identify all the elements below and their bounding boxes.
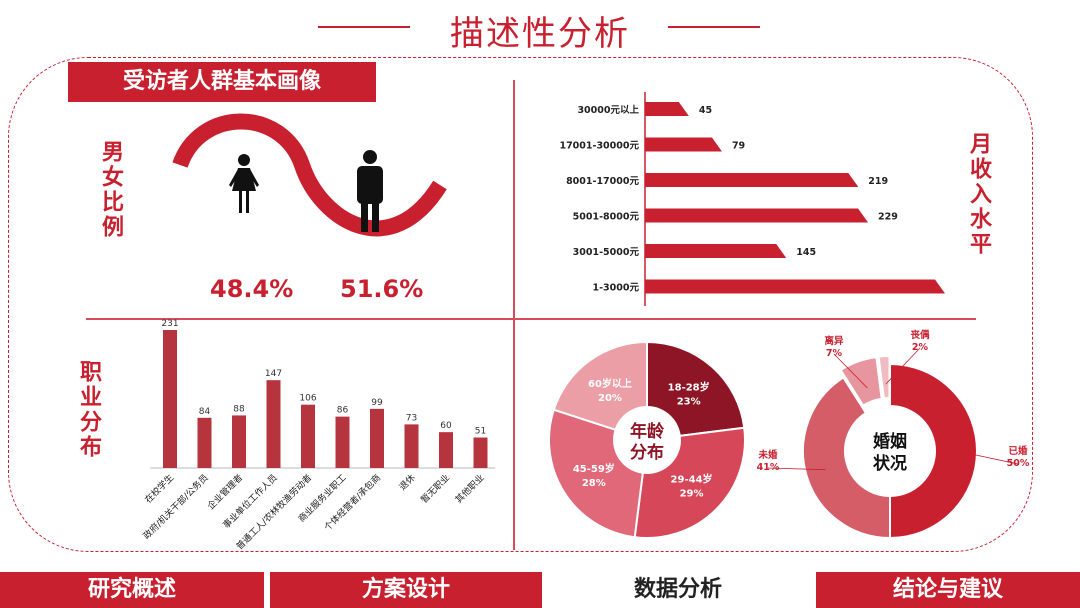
male-percent: 51.6% bbox=[340, 275, 424, 303]
age-slice-percent: 29% bbox=[680, 489, 704, 500]
female-percent: 48.4% bbox=[210, 275, 294, 303]
income-value-label: 229 bbox=[878, 212, 898, 223]
occupation-bar bbox=[370, 408, 384, 468]
occupation-chart: 231在校学生84政府/机关干部/公务员88企业管理者147事业单位工作人员10… bbox=[141, 319, 495, 552]
gender-graphic bbox=[172, 113, 447, 237]
occupation-value-label: 86 bbox=[337, 406, 349, 416]
income-bar bbox=[645, 244, 787, 258]
income-bar bbox=[645, 208, 869, 223]
income-category-label: 30000元以上 bbox=[577, 104, 639, 116]
occupation-value-label: 99 bbox=[371, 398, 383, 408]
male-icon bbox=[357, 150, 383, 232]
marital-slice-label: 未婚 bbox=[757, 449, 778, 461]
occupation-category-label: 个体经营者/承包商 bbox=[322, 472, 384, 534]
age-center-title-line-2: 分布 bbox=[630, 442, 664, 463]
occupation-bar bbox=[473, 437, 488, 468]
income-bar bbox=[645, 279, 945, 294]
income-bar bbox=[645, 137, 722, 152]
income-category-label: 3001-5000元 bbox=[573, 247, 640, 258]
occupation-bar bbox=[163, 330, 177, 468]
marital-slice-label: 离异 bbox=[824, 335, 844, 347]
occupation-bar bbox=[301, 404, 315, 468]
occupation-value-label: 147 bbox=[265, 369, 282, 379]
vertical-divider bbox=[513, 80, 515, 550]
marital-slice-percent: 2% bbox=[912, 342, 929, 353]
nav-research-overview[interactable]: 研究概述 bbox=[0, 572, 264, 608]
marital-center-title-line-1: 婚姻 bbox=[873, 431, 907, 452]
occupation-value-label: 84 bbox=[199, 407, 211, 417]
gender-label: 男女比例 bbox=[98, 140, 123, 240]
occupation-value-label: 51 bbox=[475, 427, 486, 437]
section-banner: 受访者人群基本画像 bbox=[68, 62, 376, 102]
income-value-label: 45 bbox=[699, 105, 712, 116]
age-slice-label: 29-44岁 bbox=[671, 473, 713, 486]
marital-slice bbox=[802, 376, 891, 540]
marital-slice-label: 已婚 bbox=[1008, 445, 1028, 457]
marital-leader-line bbox=[885, 347, 921, 385]
nav-data-analysis[interactable]: 数据分析 bbox=[542, 572, 814, 608]
marital-leader-line bbox=[767, 467, 826, 471]
horizontal-divider bbox=[86, 318, 976, 320]
occupation-bar bbox=[266, 380, 281, 468]
income-value-label: 145 bbox=[796, 247, 816, 258]
age-center-title-line-1: 年龄 bbox=[630, 421, 665, 442]
income-category-label: 17001-30000元 bbox=[559, 141, 639, 152]
occupation-value-label: 88 bbox=[233, 404, 245, 414]
marital-slice bbox=[877, 355, 891, 400]
occupation-category-label: 政府/机关干部/公务员 bbox=[141, 472, 211, 542]
marital-slice bbox=[889, 362, 978, 540]
income-value-label: 219 bbox=[868, 176, 888, 187]
title-line-left bbox=[318, 26, 410, 28]
occupation-category-label: 退休 bbox=[396, 472, 417, 493]
occupation-bar bbox=[232, 415, 246, 468]
occupation-label: 职业分布 bbox=[76, 360, 101, 460]
occupation-bar bbox=[335, 416, 350, 468]
age-slice-label: 18-28岁 bbox=[668, 381, 710, 394]
income-bar bbox=[645, 173, 859, 187]
nav-conclusion[interactable]: 结论与建议 bbox=[816, 572, 1080, 608]
occupation-category-label: 暂无职业 bbox=[418, 472, 452, 506]
occupation-bar bbox=[439, 432, 453, 468]
age-slice-percent: 23% bbox=[677, 397, 701, 408]
marital-leader-line bbox=[956, 450, 1019, 465]
occupation-value-label: 73 bbox=[406, 413, 417, 423]
age-slice-percent: 28% bbox=[582, 478, 606, 489]
income-category-label: 8001-17000元 bbox=[566, 176, 639, 187]
wave-curve bbox=[172, 113, 447, 237]
income-bar bbox=[645, 102, 689, 116]
income-value-label: 79 bbox=[732, 141, 745, 152]
occupation-value-label: 60 bbox=[440, 421, 452, 431]
content-frame bbox=[8, 57, 1033, 552]
income-chart: 30000元以上 45 17001-30000元 79 8001-17000元 219 50… bbox=[559, 92, 945, 306]
title-line-right bbox=[668, 26, 760, 28]
marital-slice-label: 丧偶 bbox=[910, 329, 930, 341]
age-center-hole bbox=[613, 406, 681, 474]
nav-plan-design[interactable]: 方案设计 bbox=[270, 572, 542, 608]
marital-slice-percent: 41% bbox=[757, 462, 780, 473]
income-category-label: 5001-8000元 bbox=[573, 212, 640, 223]
occupation-value-label: 231 bbox=[161, 319, 178, 329]
occupation-bar bbox=[197, 417, 212, 468]
marital-center-title-line-2: 状况 bbox=[873, 453, 907, 474]
page-title: 描述性分析 bbox=[450, 14, 630, 54]
income-label: 月收入水平 bbox=[966, 132, 991, 257]
occupation-bar bbox=[404, 424, 419, 468]
marital-slice-percent: 7% bbox=[826, 348, 843, 359]
age-slice-label: 60岁以上 bbox=[588, 377, 632, 390]
occupation-category-label: 其他职业 bbox=[453, 472, 487, 506]
age-slice-percent: 20% bbox=[598, 393, 622, 404]
age-slice bbox=[646, 340, 746, 442]
occupation-category-label: 在校学生 bbox=[142, 472, 176, 506]
female-icon bbox=[229, 154, 259, 213]
marital-leader-line bbox=[833, 353, 868, 389]
occupation-value-label: 106 bbox=[299, 394, 316, 404]
age-slice-label: 45-59岁 bbox=[573, 462, 615, 475]
marital-slice-percent: 50% bbox=[1007, 458, 1030, 469]
income-category-label: 1-3000元 bbox=[593, 283, 640, 294]
